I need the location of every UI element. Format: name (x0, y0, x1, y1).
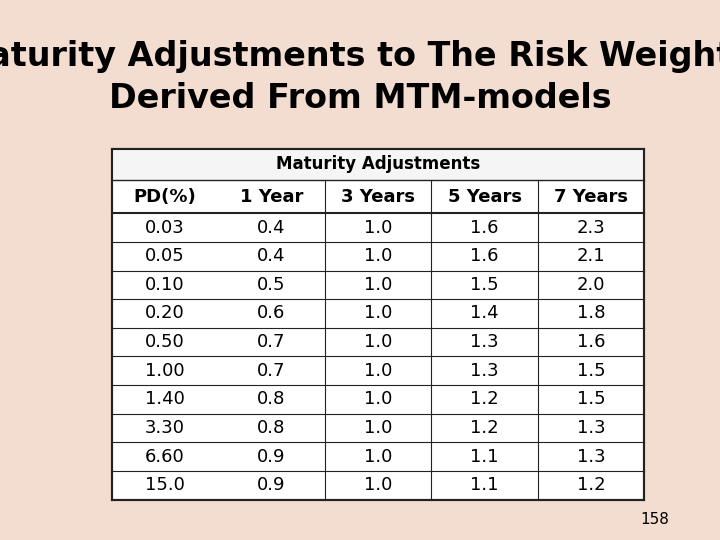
Text: 1.40: 1.40 (145, 390, 185, 408)
Text: 0.7: 0.7 (257, 362, 286, 380)
Text: 0.8: 0.8 (257, 419, 286, 437)
Text: 0.05: 0.05 (145, 247, 185, 265)
Text: 1.0: 1.0 (364, 305, 392, 322)
Text: 0.9: 0.9 (257, 476, 286, 494)
Text: 1.0: 1.0 (364, 219, 392, 237)
Text: 2.3: 2.3 (577, 219, 606, 237)
Text: 5 Years: 5 Years (448, 187, 521, 206)
Text: 0.8: 0.8 (257, 390, 286, 408)
Text: Maturity Adjustments to The Risk Weights,: Maturity Adjustments to The Risk Weights… (0, 40, 720, 73)
Text: 15.0: 15.0 (145, 476, 185, 494)
Text: PD(%): PD(%) (133, 187, 197, 206)
Text: 0.20: 0.20 (145, 305, 185, 322)
Text: 1.1: 1.1 (470, 448, 499, 465)
Text: 1.8: 1.8 (577, 305, 606, 322)
Text: 158: 158 (641, 511, 670, 526)
Text: 2.0: 2.0 (577, 276, 606, 294)
Text: Maturity Adjustments: Maturity Adjustments (276, 155, 480, 173)
Text: 1.0: 1.0 (364, 362, 392, 380)
Text: 1.5: 1.5 (577, 390, 606, 408)
Text: 1.0: 1.0 (364, 390, 392, 408)
Text: 1.5: 1.5 (470, 276, 499, 294)
Text: 3 Years: 3 Years (341, 187, 415, 206)
Text: 1 Year: 1 Year (240, 187, 303, 206)
Text: 1.3: 1.3 (577, 419, 606, 437)
Text: 0.10: 0.10 (145, 276, 185, 294)
Text: 1.3: 1.3 (470, 362, 499, 380)
Text: 1.6: 1.6 (470, 247, 499, 265)
Text: 3.30: 3.30 (145, 419, 185, 437)
Text: 1.3: 1.3 (577, 448, 606, 465)
Text: 1.00: 1.00 (145, 362, 185, 380)
Text: 1.6: 1.6 (470, 219, 499, 237)
Text: 0.7: 0.7 (257, 333, 286, 351)
Text: 0.50: 0.50 (145, 333, 185, 351)
Text: 0.5: 0.5 (257, 276, 286, 294)
Text: 1.5: 1.5 (577, 362, 606, 380)
Text: 1.0: 1.0 (364, 276, 392, 294)
Text: 1.0: 1.0 (364, 247, 392, 265)
Text: 6.60: 6.60 (145, 448, 185, 465)
Text: 1.0: 1.0 (364, 333, 392, 351)
Text: 0.4: 0.4 (257, 219, 286, 237)
Text: 1.6: 1.6 (577, 333, 606, 351)
Text: 1.2: 1.2 (470, 419, 499, 437)
Text: 1.0: 1.0 (364, 476, 392, 494)
Text: 1.1: 1.1 (470, 476, 499, 494)
Text: 0.4: 0.4 (257, 247, 286, 265)
Text: 1.2: 1.2 (470, 390, 499, 408)
Text: 0.9: 0.9 (257, 448, 286, 465)
Text: 1.2: 1.2 (577, 476, 606, 494)
Text: 2.1: 2.1 (577, 247, 606, 265)
Text: 1.0: 1.0 (364, 448, 392, 465)
Text: Derived From MTM-models: Derived From MTM-models (109, 82, 611, 115)
Text: 7 Years: 7 Years (554, 187, 628, 206)
Text: 0.6: 0.6 (257, 305, 286, 322)
Text: 1.3: 1.3 (470, 333, 499, 351)
Text: 1.4: 1.4 (470, 305, 499, 322)
Text: 0.03: 0.03 (145, 219, 185, 237)
Text: 1.0: 1.0 (364, 419, 392, 437)
